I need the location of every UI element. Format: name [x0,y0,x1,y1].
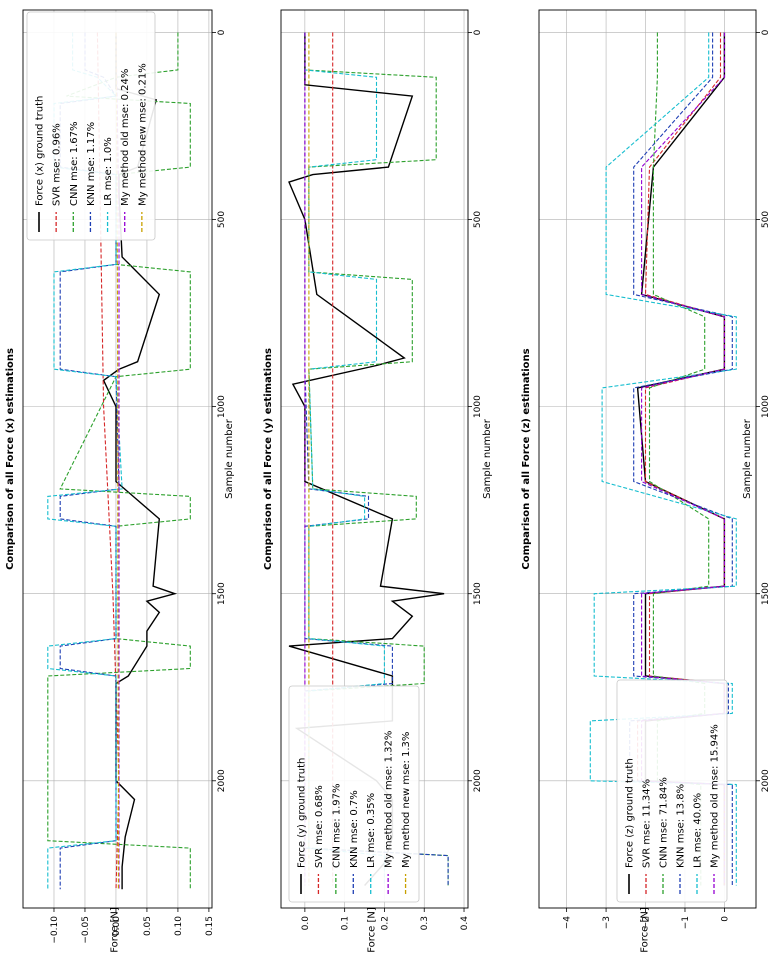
x-tick-label: 2000 [761,769,768,792]
legend-box [26,11,156,241]
legend: Force (y) ground truth SVR mse: 0.68% CNN … [288,685,420,903]
legend-entry: CNN mse: 1.67% [69,121,80,206]
y-tick-label: 0.10 [174,916,184,936]
series-line-6 [641,32,725,886]
y-tick-label: −0.05 [81,916,91,944]
legend-entry: Force (x) ground truth [35,96,46,206]
x-tick-label: 1000 [217,395,227,418]
legend-entry: My method new mse: 1.3% [401,732,412,868]
legend-entry: KNN mse: 13.8% [676,784,687,868]
y-tick-label: 0.15 [205,916,215,936]
legend-entry: SVR mse: 0.68% [314,785,325,868]
x-tick-label: 0 [473,29,483,35]
legend-entry: My method old mse: 15.94% [710,724,721,868]
legend-entry: KNN mse: 0.7% [349,790,360,868]
y-tick-label: 0.4 [460,916,470,931]
legend: Force (x) ground truth SVR mse: 0.96% CNN … [26,11,156,241]
legend-entry: My method new mse: 0.21% [137,63,148,206]
x-tick-label: 0 [761,29,768,35]
legend-entry: LR mse: 0.35% [366,793,377,868]
x-tick-label: 1000 [761,395,768,418]
y-axis-label: Force [N] [640,907,651,953]
chart-panel-3: −4 −3 −2 −1 0 0 500 1000 1500 2000 Comparison of a… [521,9,768,953]
chart-title: Comparison of all Force (y) estimations [263,348,274,570]
y-axis-label: Force [N] [367,907,378,953]
legend-entry: LR mse: 1.0% [103,137,114,206]
legend-entry: SVR mse: 0.96% [52,123,63,206]
series-line-5 [589,32,737,886]
x-tick-label: 500 [217,211,227,228]
legend-entry: LR mse: 40.0% [693,793,704,868]
legend-entry: CNN mse: 1.97% [331,783,342,868]
series-line-2 [96,32,120,890]
y-tick-label: −3 [602,916,612,929]
legend-entry: Force (y) ground truth [297,758,308,868]
legend: Force (z) ground truth SVR mse: 11.34% CNN… [616,679,728,903]
y-tick-label: −0.10 [50,916,60,944]
y-tick-label: 0.00 [112,916,122,936]
y-tick-label: −2 [642,916,652,929]
y-tick-label: 0.1 [341,916,351,930]
y-tick-label: 0.2 [380,916,390,930]
x-tick-label: 2000 [217,769,227,792]
chart-title: Comparison of all Force (z) estimations [521,348,532,569]
x-tick-label: 1000 [473,395,483,418]
x-tick-label: 1500 [761,582,768,605]
x-tick-label: 0 [217,29,227,35]
axes-frame [280,9,469,909]
chart-panel-2: 0.0 0.1 0.2 0.3 0.4 0 500 1000 1500 2000 Compariso… [263,9,493,953]
chart-panel-1: −0.10 −0.05 0.00 0.05 0.10 0.15 0 500 1000 1500 20… [5,9,235,953]
x-axis-label: Sample number [224,418,235,499]
legend-entry: Force (z) ground truth [625,758,636,868]
legend-box [616,679,728,903]
legend-entry: SVR mse: 11.34% [642,779,653,868]
legend-entry: My method old mse: 0.24% [120,69,131,206]
x-axis-label: Sample number [742,418,753,499]
y-tick-label: −1 [681,916,691,929]
chart-title: Comparison of all Force (x) estimations [5,348,16,570]
x-tick-label: 2000 [473,769,483,792]
y-tick-label: 0.0 [301,916,311,931]
legend-entry: KNN mse: 1.17% [86,122,97,206]
x-tick-label: 500 [761,211,768,228]
x-tick-label: 500 [473,211,483,228]
x-axis-label: Sample number [482,418,493,499]
axes-frame [538,9,757,909]
y-tick-label: 0.05 [143,916,153,936]
y-axis-label: Force [N] [110,907,121,953]
legend-entry: My method old mse: 1.32% [384,731,395,868]
y-tick-label: 0 [720,916,730,922]
y-tick-label: −4 [563,916,573,930]
x-tick-label: 1500 [473,582,483,605]
legend-entry: CNN mse: 71.84% [659,777,670,868]
x-tick-label: 1500 [217,582,227,605]
y-tick-label: 0.3 [420,916,430,930]
axes-frame [22,9,213,909]
legend-box [288,685,420,903]
